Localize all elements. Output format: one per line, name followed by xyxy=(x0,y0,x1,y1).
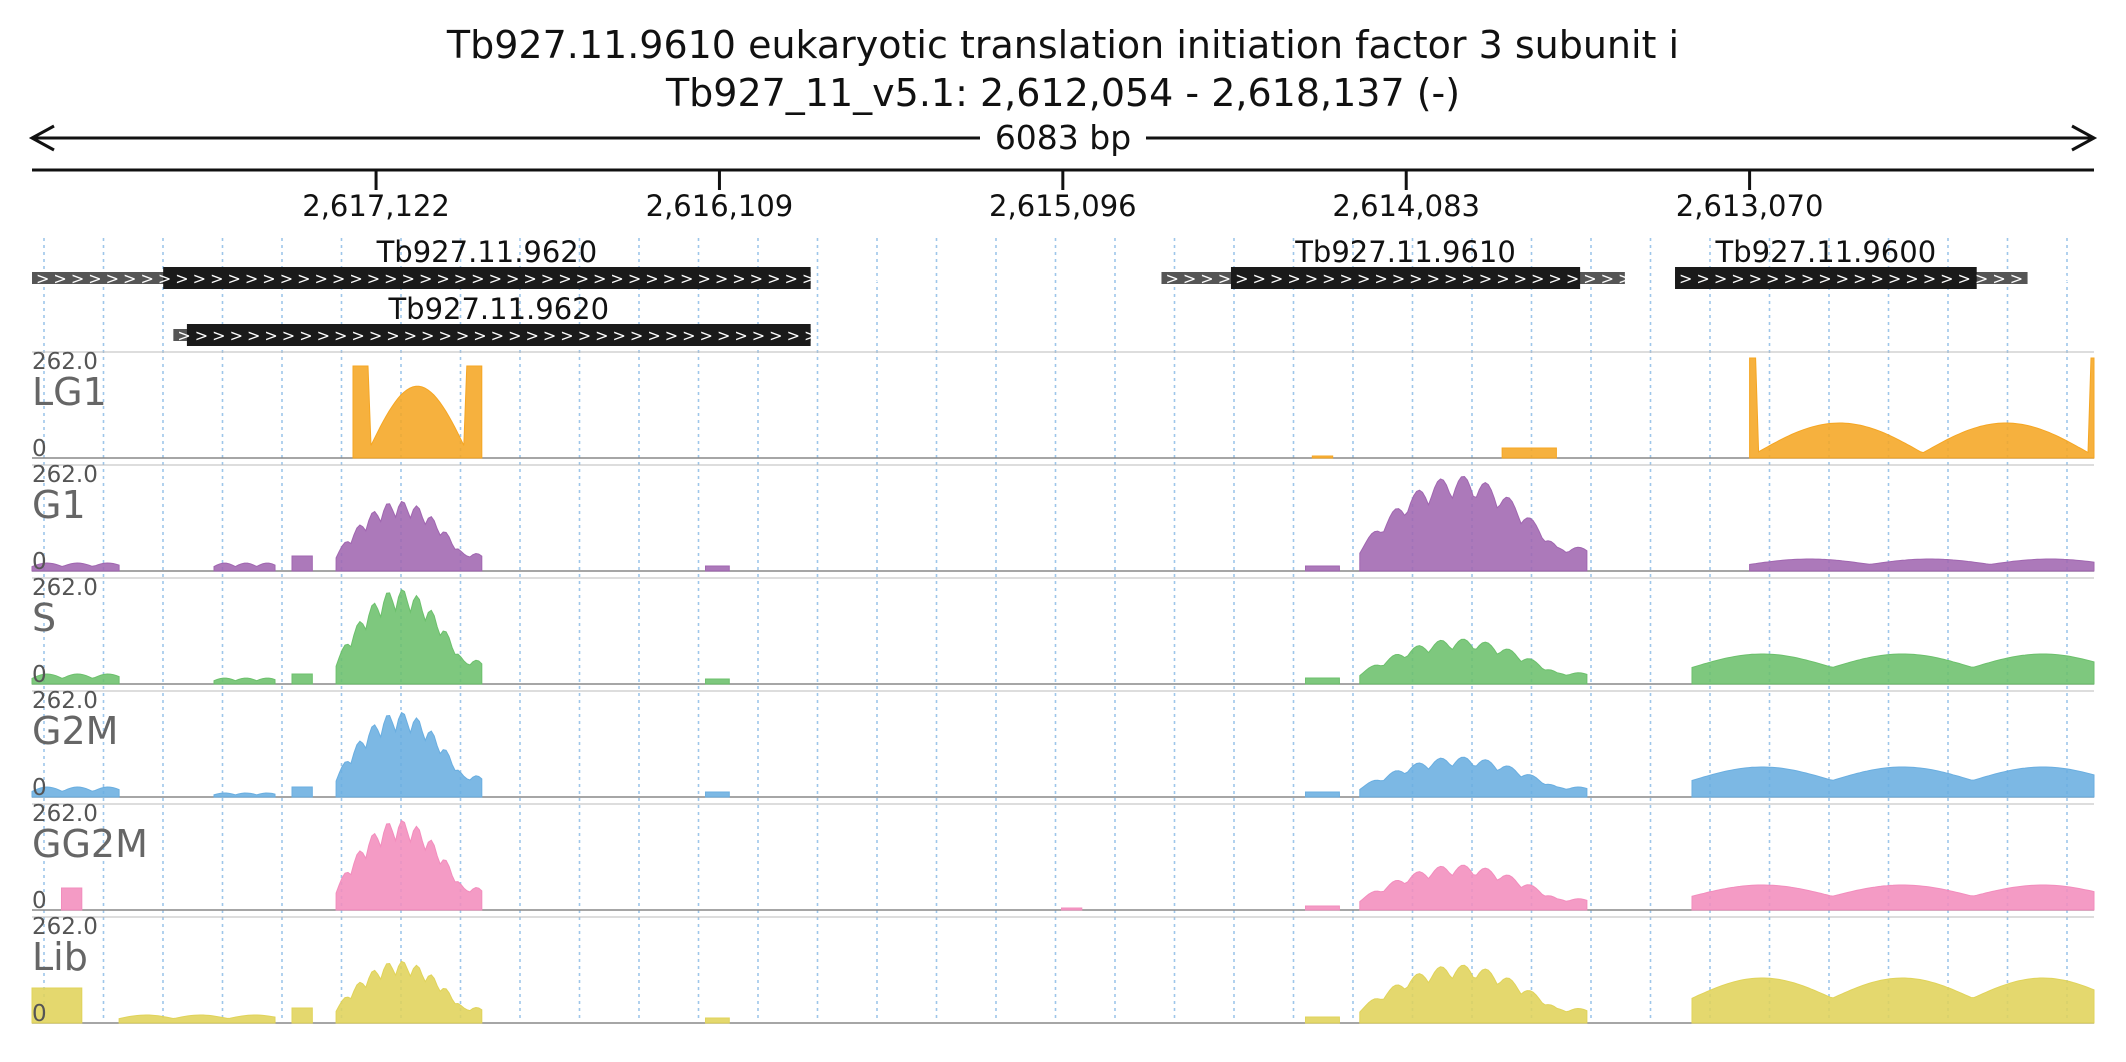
track-min-label: 0 xyxy=(32,549,47,575)
track-name: G2M xyxy=(32,709,118,753)
gene-label: Tb927.11.9620 xyxy=(387,292,609,326)
track-max-label: 262.0 xyxy=(32,914,98,940)
track-min-label: 0 xyxy=(32,888,47,914)
coverage-segment xyxy=(352,365,483,459)
gene-cds xyxy=(1675,267,1977,289)
track-name: LG1 xyxy=(32,370,107,414)
coverage-segment xyxy=(704,1017,730,1024)
coverage-segment xyxy=(1691,653,2095,685)
coverage-track: 262.0G1 0 xyxy=(31,462,2095,575)
gene-label: Tb927.11.9600 xyxy=(1715,235,1937,269)
gene-label: Tb927.11.9620 xyxy=(376,235,598,269)
coverage-segment xyxy=(60,887,83,911)
coverage-segment xyxy=(1304,791,1340,798)
coverage-tracks: 262.0LG10262.0G10262.0S0262.0G2M0262.0GG… xyxy=(31,349,2095,1027)
coverage-segment xyxy=(291,555,313,572)
coverage-segment xyxy=(1304,677,1340,685)
gene-cds xyxy=(163,267,811,289)
gene-label: Tb927.11.9610 xyxy=(1294,235,1516,269)
gene-cds xyxy=(1230,267,1581,289)
coverage-segment xyxy=(31,673,120,685)
locus-label: Tb927_11_v5.1: 2,612,054 - 2,618,137 (-) xyxy=(665,71,1460,115)
track-name: GG2M xyxy=(32,822,148,866)
track-name: S xyxy=(32,596,56,640)
gene-models: >>>>>>>>>>>>>>>>>>>>>>>>>>>>>>>>>>>>>>>>… xyxy=(32,235,2079,346)
coverage-segment xyxy=(1359,756,1588,798)
track-max-label: 262.0 xyxy=(32,688,98,714)
coverage-track: 262.0S 0 xyxy=(31,575,2095,688)
coverage-segment xyxy=(291,786,313,798)
coverage-segment xyxy=(118,1014,276,1024)
gene-cds xyxy=(186,324,811,346)
track-max-label: 262.0 xyxy=(32,801,98,827)
coverage-segment xyxy=(1501,447,1557,459)
coverage-segment xyxy=(335,500,483,572)
coverage-segment xyxy=(1304,905,1340,911)
track-max-label: 262.0 xyxy=(32,349,98,375)
coverage-segment xyxy=(213,792,276,798)
coverage-segment xyxy=(1304,565,1340,572)
coverage-segment xyxy=(704,791,730,798)
coverage-segment xyxy=(1359,475,1588,572)
strand-chevrons: >>>>>>>>>>>>>>>>>>>>>>>>>>>>>>>>>>>>>>>>… xyxy=(36,269,959,288)
track-min-label: 0 xyxy=(32,1001,47,1027)
coverage-segment xyxy=(704,678,730,685)
coverage-segment xyxy=(1691,884,2095,911)
coverage-segment xyxy=(1359,964,1588,1024)
track-max-label: 262.0 xyxy=(32,462,98,488)
gene-model: >>>>>>>>>>>>>>>>>>>>>>>>>>>>>>>>>>>>>>>>… xyxy=(32,235,959,289)
coverage-segment xyxy=(1749,558,2095,572)
coverage-segment xyxy=(1691,977,2095,1024)
track-min-label: 0 xyxy=(32,775,47,801)
coverage-segment xyxy=(1359,638,1588,685)
coverage-segment xyxy=(1304,1016,1340,1024)
ruler-tick-label: 2,615,096 xyxy=(989,189,1137,223)
ruler-tick-label: 2,613,070 xyxy=(1676,189,1824,223)
coverage-segment xyxy=(31,987,83,1024)
gene-title: Tb927.11.9610 eukaryotic translation ini… xyxy=(446,23,1679,67)
track-min-label: 0 xyxy=(32,436,47,462)
coverage-segment xyxy=(335,711,483,798)
track-max-label: 262.0 xyxy=(32,575,98,601)
coverage-segment xyxy=(1749,357,2095,459)
ruler-tick-label: 2,614,083 xyxy=(1332,189,1480,223)
ruler-tick-label: 2,617,122 xyxy=(302,189,450,223)
coverage-segment xyxy=(704,565,730,572)
strand-chevrons: >>>>>>>>>>>>>>>>>>>>>>>>>>>>>>> xyxy=(1165,269,1705,288)
coverage-segment xyxy=(1359,864,1588,911)
coverage-segment xyxy=(291,673,313,685)
coverage-segment xyxy=(1311,455,1334,459)
coverage-segment xyxy=(335,588,483,685)
coverage-segment xyxy=(31,786,120,798)
ruler-tick-label: 2,616,109 xyxy=(646,189,794,223)
coverage-segment xyxy=(1691,766,2095,798)
gene-model: >>>>>>>>>>>>>>>>>>>>>>>Tb927.11.9600 xyxy=(1675,235,2079,289)
strand-chevrons: >>>>>>>>>>>>>>>>>>>>>>> xyxy=(1679,269,2079,288)
gene-model: >>>>>>>>>>>>>>>>>>>>>>>>>>>>>>>Tb927.11.… xyxy=(1161,235,1705,289)
coverage-segment xyxy=(335,960,483,1024)
span-label: 6083 bp xyxy=(995,118,1131,157)
track-min-label: 0 xyxy=(32,662,47,688)
ruler: 2,617,122 2,616,109 2,615,096 2,614,083 2,61… xyxy=(302,170,1823,223)
coverage-segment xyxy=(31,562,120,572)
track-name: Lib xyxy=(32,935,88,979)
track-name: G1 xyxy=(32,483,86,527)
strand-chevrons: >>>>>>>>>>>>>>>>>>>>>>>>>>>>>>>>>>>>>>>>… xyxy=(177,326,925,345)
gene-model: >>>>>>>>>>>>>>>>>>>>>>>>>>>>>>>>>>>>>>>>… xyxy=(173,292,925,346)
coverage-segment xyxy=(213,562,276,572)
span-arrow xyxy=(28,124,2098,152)
coverage-segment xyxy=(335,819,483,911)
coverage-segment xyxy=(213,677,276,685)
coverage-segment xyxy=(1060,907,1083,911)
coverage-segment xyxy=(291,1007,313,1024)
